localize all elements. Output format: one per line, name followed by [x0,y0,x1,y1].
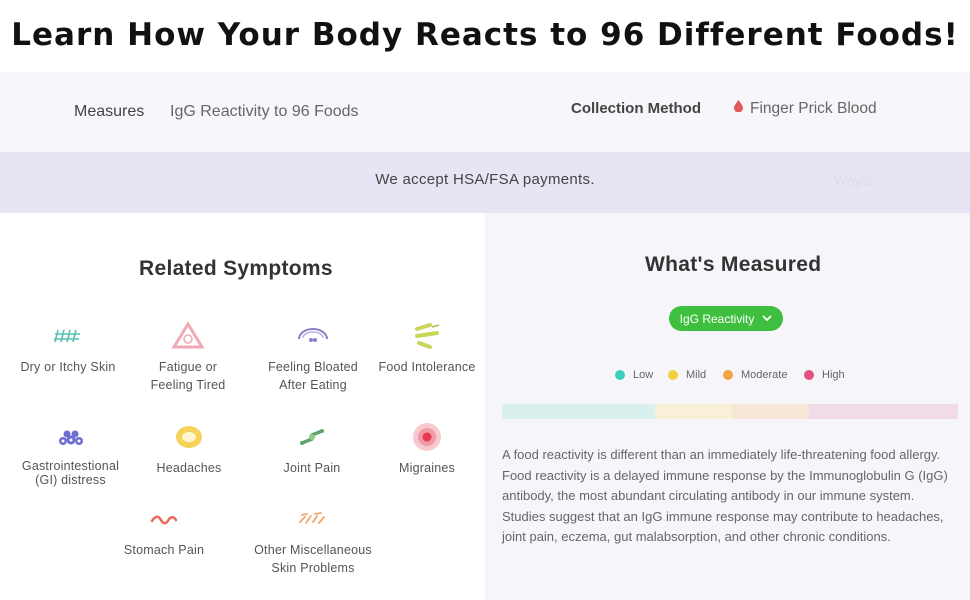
legend-moderate: Moderate [723,369,787,381]
hsa-banner-faded-text: Ways! [834,172,873,188]
food-intolerance-icon [410,322,444,350]
hsa-banner-text: We accept HSA/FSA payments. [375,171,595,188]
legend-mild: Mild [668,369,706,381]
symptom-headaches: Headaches [130,423,248,477]
measures-value: IgG Reactivity to 96 Foods [170,103,359,120]
symptom-skin-problems: Other Miscellaneous Skin Problems [247,505,379,577]
migraine-icon [410,423,444,451]
symptom-label: Food Intolerance [378,360,476,374]
symptom-label: Headaches [156,461,222,475]
legend-label: Low [633,369,654,381]
gi-distress-icon [54,423,88,451]
reactivity-description: A food reactivity is different than an i… [502,447,948,544]
related-symptoms-title: Related Symptoms [139,257,333,280]
reactivity-scale-bar [502,404,958,419]
fatigue-icon [171,321,205,350]
reactivity-dropdown-label: IgG Reactivity [679,311,755,326]
scale-segment-mild [655,404,732,419]
legend-mild-dot [668,370,678,380]
legend-low: Low [615,369,653,381]
collection-method-value: Finger Prick Blood [750,100,877,117]
related-symptoms-panel [0,213,485,600]
symptom-fatigue: Fatigue or Feeling Tired [128,321,248,394]
symptom-label: Other Miscellaneous Skin Problems [254,543,372,575]
legend-low-dot [615,370,625,380]
symptom-food-intolerance: Food Intolerance [372,322,482,376]
symptom-label: Stomach Pain [123,543,205,557]
stomach-pain-icon [147,505,181,533]
symptom-label: Feeling Bloated After Eating [268,360,358,392]
page-headline: Learn How Your Body Reacts to 96 Differe… [11,17,959,53]
scale-segment-low [502,404,655,419]
symptom-label: Fatigue or Feeling Tired [150,360,226,392]
skin-problems-icon [296,505,330,533]
scale-segment-high [809,404,958,419]
symptom-gi-distress: Gastrointestional (GI) distress [8,423,133,487]
symptom-dry-skin: Dry or Itchy Skin [8,322,128,376]
legend-moderate-dot [723,370,733,380]
scale-segment-moderate [732,404,809,419]
hsa-banner [0,152,970,213]
legend-high-dot [804,370,814,380]
measures-label: Measures [74,103,145,120]
symptom-bloating: Feeling Bloated After Eating [251,322,375,394]
symptom-label: Gastrointestional (GI) distress [21,459,120,487]
symptom-label: Dry or Itchy Skin [20,360,116,374]
symptom-migraines: Migraines [372,423,482,477]
reactivity-dropdown[interactable]: IgG Reactivity [669,306,783,331]
chevron-down-icon [762,315,772,322]
collection-method-label: Collection Method [571,100,701,117]
test-info-bar [0,72,970,152]
joint-pain-icon [295,423,329,451]
blood-drop-icon [734,100,743,112]
headache-icon [172,423,206,451]
symptom-label: Migraines [399,461,455,475]
legend-label: Mild [686,369,707,381]
dry-skin-icon [51,322,85,350]
symptom-label: Joint Pain [283,461,341,475]
symptom-stomach-pain: Stomach Pain [104,505,224,559]
legend-label: Moderate [741,369,788,381]
symptom-joint-pain: Joint Pain [252,423,372,477]
legend-label: High [822,369,845,381]
bloating-icon [296,322,330,350]
legend-high: High [804,369,845,381]
whats-measured-title: What's Measured [645,253,822,276]
